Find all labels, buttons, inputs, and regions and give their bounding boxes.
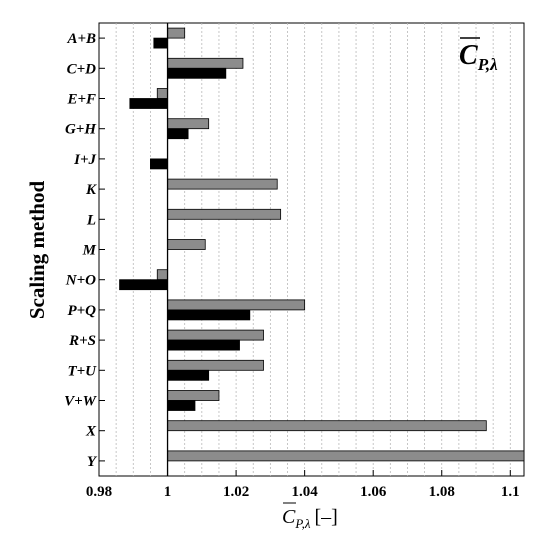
- bar-gray: [167, 239, 206, 250]
- y-tick-label: Y: [87, 454, 98, 470]
- bar-black: [167, 400, 196, 411]
- y-tick-label: K: [85, 182, 97, 198]
- y-tick-label: E+F: [66, 92, 96, 108]
- y-tick-label: V+W: [64, 394, 98, 410]
- bar-gray: [167, 178, 278, 190]
- bar-gray: [167, 329, 264, 341]
- bar-black: [167, 339, 240, 351]
- y-tick-label: G+H: [65, 122, 97, 138]
- x-tick-label: 1: [164, 484, 172, 500]
- bar-gray: [167, 420, 487, 432]
- x-tick-label: 0.98: [86, 484, 112, 500]
- bar-gray: [156, 269, 168, 281]
- y-tick-label: C+D: [67, 61, 97, 77]
- x-tick-label: 1.04: [292, 484, 319, 500]
- bar-black: [153, 37, 168, 49]
- bar-gray: [167, 27, 186, 39]
- y-tick-label: T+U: [67, 363, 97, 379]
- bar-black: [150, 158, 168, 170]
- legend: CP,λ: [459, 40, 498, 74]
- y-tick-label: R+S: [68, 333, 96, 349]
- y-tick-label: L: [86, 212, 96, 228]
- bar-black: [167, 369, 210, 381]
- y-tick-label: P+Q: [67, 303, 96, 319]
- bar-black: [167, 67, 227, 79]
- bar-gray: [167, 57, 244, 69]
- y-tick-label: M: [82, 243, 97, 259]
- x-tick-label: 1.1: [501, 484, 520, 500]
- x-axis-title: CP,λ [–]: [282, 506, 338, 531]
- y-tick-label: X: [85, 424, 97, 440]
- x-tick-label: 1.08: [429, 484, 455, 500]
- bar-gray: [167, 208, 282, 220]
- bar-gray: [167, 359, 264, 371]
- bar-gray: [167, 118, 210, 130]
- bar-black: [129, 98, 168, 109]
- y-axis-title: Scaling method: [25, 181, 49, 320]
- y-tick-label: N+O: [65, 273, 96, 289]
- x-tick-label: 1.06: [360, 484, 387, 500]
- bar-black: [167, 128, 189, 140]
- y-tick-label: A+B: [66, 31, 96, 47]
- bar-black: [119, 279, 168, 291]
- bars: [119, 23, 525, 476]
- y-tick-label: I+J: [73, 152, 96, 168]
- bar-gray: [167, 450, 525, 462]
- bar-black: [167, 309, 251, 321]
- bar-gray: [156, 88, 168, 99]
- bar-gray: [167, 299, 306, 311]
- ticks: 0.98 1 1.02 1.04 1.06 1.08 1.1 A+B C+D E+F G+H I+J K…: [64, 31, 520, 500]
- x-tick-label: 1.02: [223, 484, 249, 500]
- bar-gray: [167, 390, 220, 401]
